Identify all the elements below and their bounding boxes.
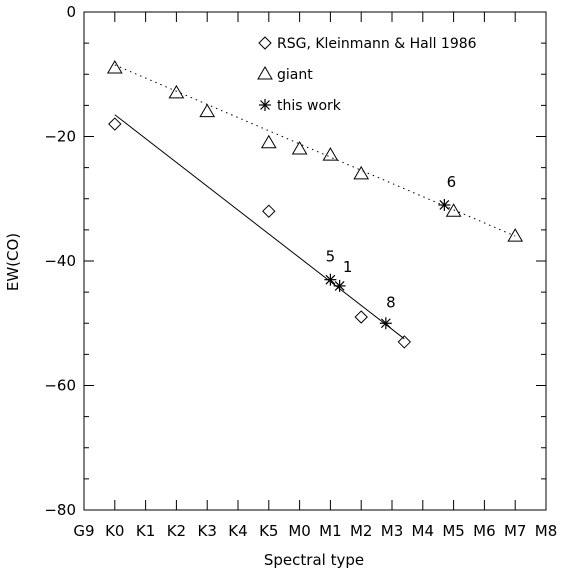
- rsg-point: [354, 310, 368, 324]
- x-tick-label: K1: [136, 522, 155, 540]
- y-tick-label: −40: [44, 252, 76, 270]
- legend-label: this work: [277, 98, 342, 114]
- point-label: 8: [386, 293, 396, 311]
- legend-marker-triangle: [257, 66, 273, 80]
- rsg-point: [397, 335, 412, 349]
- rsg-fit-line: [114, 114, 405, 340]
- this-work-point: [379, 317, 392, 330]
- legend-label: RSG, Kleinmann & Hall 1986: [277, 36, 477, 52]
- data-marks: [106, 60, 524, 349]
- giant-point: [199, 103, 216, 118]
- legend-label: giant: [277, 67, 313, 83]
- legend: RSG, Kleinmann & Hall 1986 giant this work: [257, 36, 477, 114]
- x-tick-label: M1: [319, 522, 342, 540]
- giant-point: [322, 147, 339, 161]
- giant-point: [445, 203, 462, 217]
- x-tick-label: G9: [73, 522, 94, 540]
- x-tick-label: M3: [381, 522, 404, 540]
- x-tick-label: M6: [473, 522, 496, 540]
- giant-point: [106, 60, 123, 74]
- x-tick-label: M7: [504, 522, 527, 540]
- plot-frame: [83, 11, 547, 511]
- x-tick-label: M5: [442, 522, 465, 540]
- x-tick-label: M4: [412, 522, 435, 540]
- this-work-point: [438, 198, 451, 211]
- legend-marker-asterisk: [259, 99, 271, 111]
- y-tick-label: 0: [66, 3, 76, 21]
- x-tick-label: M2: [350, 522, 373, 540]
- giant-fit-line: [114, 64, 516, 237]
- this-work-point: [324, 273, 337, 286]
- rsg-point: [108, 117, 122, 131]
- x-tick-label: K2: [167, 522, 186, 540]
- point-labels: 51 8 6: [326, 173, 457, 311]
- giant-point: [168, 84, 185, 99]
- rsg-point: [262, 204, 276, 218]
- x-tick-label: K3: [198, 522, 217, 540]
- y-axis-label: EW(CO): [4, 233, 22, 291]
- giant-point: [353, 165, 370, 180]
- y-tick-label: −60: [44, 377, 76, 395]
- x-tick-label: M8: [535, 522, 558, 540]
- giant-point: [260, 134, 277, 149]
- giant-point: [507, 228, 524, 242]
- giant-point: [291, 140, 308, 155]
- point-label: 6: [447, 173, 457, 191]
- x-axis-label: Spectral type: [264, 551, 364, 569]
- point-label: 1: [343, 258, 353, 276]
- fit-lines: [114, 64, 516, 340]
- x-tick-label: K5: [259, 522, 278, 540]
- x-tick-label: K0: [105, 522, 124, 540]
- x-tick-label: K4: [228, 522, 247, 540]
- legend-marker-diamond: [258, 36, 272, 50]
- point-label: 5: [326, 248, 336, 266]
- this-work-point: [333, 279, 346, 292]
- x-tick-label: M0: [288, 522, 311, 540]
- y-tick-label: −20: [44, 128, 76, 146]
- axes: 0 −20 −40 −60 −80 G9 K0 K1 K2 K3 K4 K5 M0 M1 M2 M3 M4 M5 M…: [44, 3, 557, 540]
- y-tick-label: −80: [44, 501, 76, 519]
